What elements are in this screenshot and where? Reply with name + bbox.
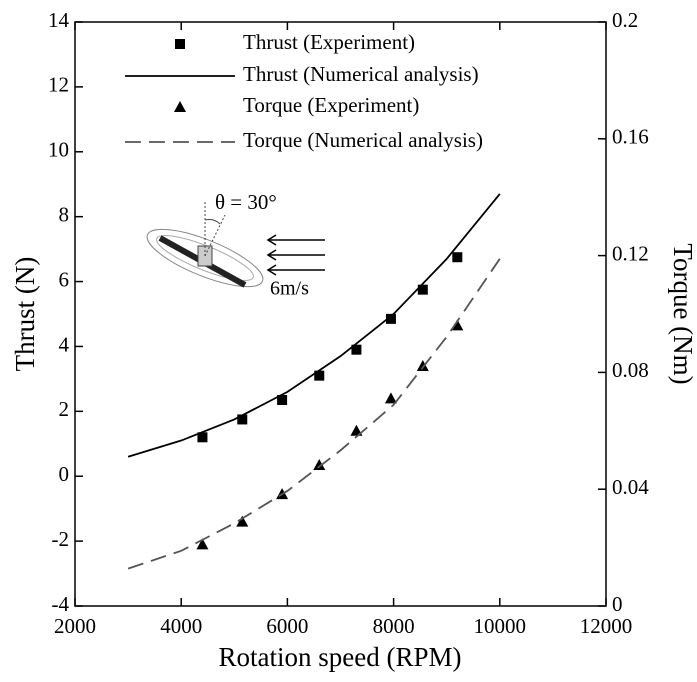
- x-tick-label: 4000: [160, 614, 202, 638]
- triangle-marker: [236, 515, 249, 527]
- x-tick-label: 12000: [580, 614, 633, 638]
- y2-tick-label: 0.04: [612, 475, 649, 499]
- y-tick-label: 4: [59, 332, 70, 356]
- square-marker: [237, 414, 248, 425]
- legend-label: Torque (Experiment): [243, 93, 419, 117]
- triangle-marker: [416, 359, 429, 371]
- x-tick-label: 10000: [474, 614, 527, 638]
- y-tick-label: -2: [52, 527, 70, 551]
- square-marker: [351, 344, 362, 355]
- wind-annotation: 6m/s: [270, 278, 309, 300]
- y2-tick-label: 0: [612, 592, 623, 616]
- legend-label: Thrust (Numerical analysis): [243, 62, 479, 86]
- square-marker: [277, 394, 288, 405]
- x-tick-label: 8000: [373, 614, 415, 638]
- y2-axis-title: Torque (Nm): [668, 243, 697, 384]
- y2-tick-label: 0.12: [612, 241, 649, 265]
- y2-tick-label: 0.08: [612, 358, 649, 382]
- y-tick-label: 10: [48, 138, 69, 162]
- triangle-marker: [313, 458, 326, 470]
- y-tick-label: 12: [48, 73, 69, 97]
- square-marker: [417, 284, 428, 295]
- angle-annotation: θ = 30°: [215, 190, 277, 214]
- x-tick-label: 6000: [266, 614, 308, 638]
- square-marker: [452, 252, 463, 263]
- legend-label: Thrust (Experiment): [243, 30, 415, 54]
- y-axis-title: Thrust (N): [10, 257, 40, 372]
- y2-tick-label: 0.16: [612, 125, 649, 149]
- legend-marker: [174, 101, 186, 112]
- legend-marker: [175, 39, 185, 49]
- propeller-inset: [146, 200, 325, 288]
- y2-tick-label: 0.2: [612, 8, 638, 32]
- plot-frame: [74, 21, 607, 607]
- x-axis-title: Rotation speed (RPM): [219, 642, 462, 672]
- y-tick-label: 0: [59, 462, 70, 486]
- y-tick-label: 14: [48, 8, 70, 32]
- y-tick-label: 6: [59, 267, 70, 291]
- y-tick-label: 2: [59, 397, 70, 421]
- square-marker: [197, 432, 208, 443]
- square-marker: [385, 313, 396, 324]
- y-tick-label: 8: [59, 202, 70, 226]
- x-tick-label: 2000: [54, 614, 96, 638]
- triangle-marker: [451, 319, 464, 331]
- triangle-marker: [196, 538, 209, 550]
- square-marker: [314, 370, 325, 381]
- y-tick-label: -4: [52, 592, 70, 616]
- series-line: [127, 193, 501, 458]
- triangle-marker: [384, 392, 397, 404]
- series-line: [127, 258, 501, 570]
- legend-label: Torque (Numerical analysis): [243, 128, 483, 152]
